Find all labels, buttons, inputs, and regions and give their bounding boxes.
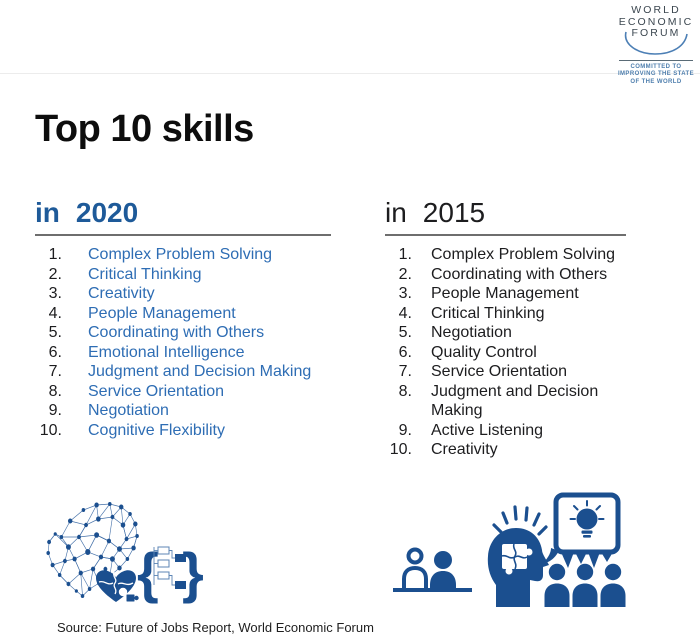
list-item: 9. Negotiation <box>48 402 169 419</box>
wef-word-forum: FORUM <box>631 27 681 39</box>
wef-word-world: WORLD <box>631 4 681 16</box>
list-item: 7. Judgment and Decision Making <box>48 363 312 380</box>
list-item: 8. Service Orientation <box>48 382 225 400</box>
wef-logo-wordmark: WORLD ECONOMIC FORUM <box>617 4 695 40</box>
list-item: 9. Active Listening <box>398 421 544 439</box>
audience-icon <box>544 563 626 607</box>
heart-puzzle-icon <box>96 570 139 603</box>
list-item: 6. Quality Control <box>398 343 537 361</box>
svg-text:{: { <box>137 541 159 604</box>
list-item: 4. People Management <box>48 304 236 322</box>
list-item: 6. Emotional Intelligence <box>48 343 245 361</box>
braces-flowchart-icon: { } <box>137 541 204 604</box>
svg-text:}: } <box>182 541 204 604</box>
column-header-2015: in 2015 <box>385 197 626 236</box>
list-item: 8. Judgment and Decision Making <box>398 382 599 420</box>
loose-puzzle-piece <box>125 593 139 603</box>
wef-logo-divider <box>619 59 693 61</box>
list-item: 4. Critical Thinking <box>398 304 545 322</box>
list-item: 3. Creativity <box>48 285 155 302</box>
brain-network-illustration: { } <box>46 502 204 604</box>
skills-column-2020: in 2020 1. Complex Problem Solving 2. Crit… <box>35 197 331 440</box>
skills-list-2015: 1. Complex Problem Solving 2. Coordinating… <box>385 245 626 460</box>
page-title: Top 10 skills <box>35 108 254 150</box>
wef-word-economic: ECONOMIC <box>618 15 694 28</box>
wef-tagline: COMMITTED TO IMPROVING THE STATE OF THE … <box>617 63 695 85</box>
list-item: 10. Cognitive Flexibility <box>39 421 225 439</box>
list-item: 1. Complex Problem Solving <box>398 246 616 263</box>
top-divider <box>0 73 700 74</box>
header-prefix-2015: in <box>385 197 407 228</box>
skills-list-2020: 1. Complex Problem Solving 2. Critical Thi… <box>35 245 331 440</box>
column-header-2020: in 2020 <box>35 197 331 236</box>
meeting-icon <box>393 547 472 592</box>
list-item: 5. Coordinating with Others <box>48 324 265 341</box>
presentation-board-icon <box>543 492 621 568</box>
list-item: 1. Complex Problem Solving <box>48 246 273 263</box>
header-year-2015: 2015 <box>422 197 486 228</box>
list-item: 10. Creativity <box>389 441 498 458</box>
list-item: 3. People Management <box>398 285 579 302</box>
source-attribution: Source: Future of Jobs Report, World Eco… <box>57 620 374 635</box>
wef-globe-swoosh-icon <box>624 31 688 55</box>
header-prefix-2020: in <box>35 197 60 228</box>
skills-column-2015: in 2015 1. Complex Problem Solving 2. Coor… <box>385 197 626 460</box>
list-item: 5. Negotiation <box>398 324 512 341</box>
wef-logo: WORLD ECONOMIC FORUM COMMITTED TO IMPROV… <box>617 4 695 86</box>
brain-network-icon <box>46 502 139 598</box>
head-puzzle-icon <box>487 505 549 607</box>
header-year-2020: 2020 <box>75 197 139 228</box>
collaboration-illustration <box>393 492 626 607</box>
list-item: 2. Critical Thinking <box>48 265 202 283</box>
list-item: 7. Service Orientation <box>398 363 568 380</box>
list-item: 2. Coordinating with Others <box>398 265 608 283</box>
lightbulb-icon <box>569 500 605 538</box>
